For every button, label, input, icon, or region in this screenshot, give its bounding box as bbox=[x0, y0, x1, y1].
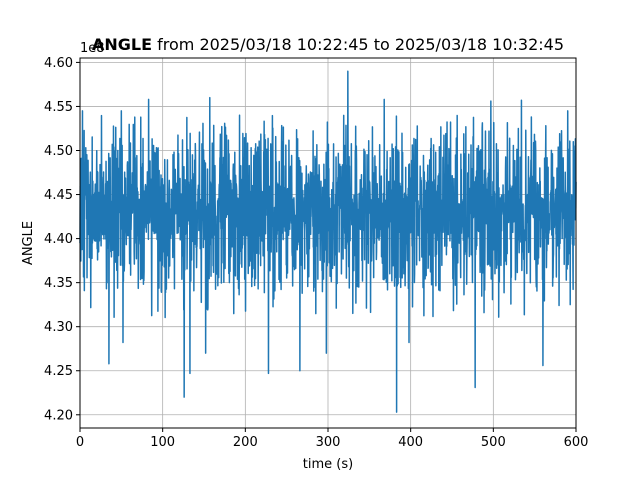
chart-title-rest: from 2025/03/18 10:22:45 to 2025/03/18 1… bbox=[152, 35, 564, 54]
series-line bbox=[79, 70, 577, 413]
y-tick-label: 4.60 bbox=[44, 56, 73, 71]
x-tick-label: 0 bbox=[76, 435, 84, 450]
y-axis-label: ANGLE bbox=[21, 221, 36, 265]
y-tick-label: 4.45 bbox=[44, 188, 73, 203]
plot-area bbox=[79, 70, 577, 413]
y-tick-label: 4.20 bbox=[44, 408, 73, 423]
ticks: 0 100 200 300 400 500 600 4.20 4.25 4.30 4.35 4.40 4… bbox=[44, 56, 588, 450]
y-tick-label: 4.35 bbox=[44, 276, 73, 291]
x-axis-label: time (s) bbox=[303, 457, 353, 472]
x-tick-label: 100 bbox=[150, 435, 175, 450]
x-tick-label: 300 bbox=[316, 435, 341, 450]
x-tick-label: 600 bbox=[564, 435, 589, 450]
x-tick-label: 500 bbox=[481, 435, 506, 450]
chart-title: ANGLE from 2025/03/18 10:22:45 to 2025/0… bbox=[92, 35, 564, 54]
x-tick-label: 200 bbox=[233, 435, 258, 450]
y-tick-label: 4.25 bbox=[44, 364, 73, 379]
chart-title-bold: ANGLE bbox=[92, 35, 152, 54]
y-tick-label: 4.50 bbox=[44, 144, 73, 159]
y-tick-label: 4.55 bbox=[44, 100, 73, 115]
x-tick-label: 400 bbox=[398, 435, 423, 450]
y-tick-label: 4.30 bbox=[44, 320, 73, 335]
y-offset-label: 1e8 bbox=[80, 41, 105, 56]
y-tick-label: 4.40 bbox=[44, 232, 73, 247]
